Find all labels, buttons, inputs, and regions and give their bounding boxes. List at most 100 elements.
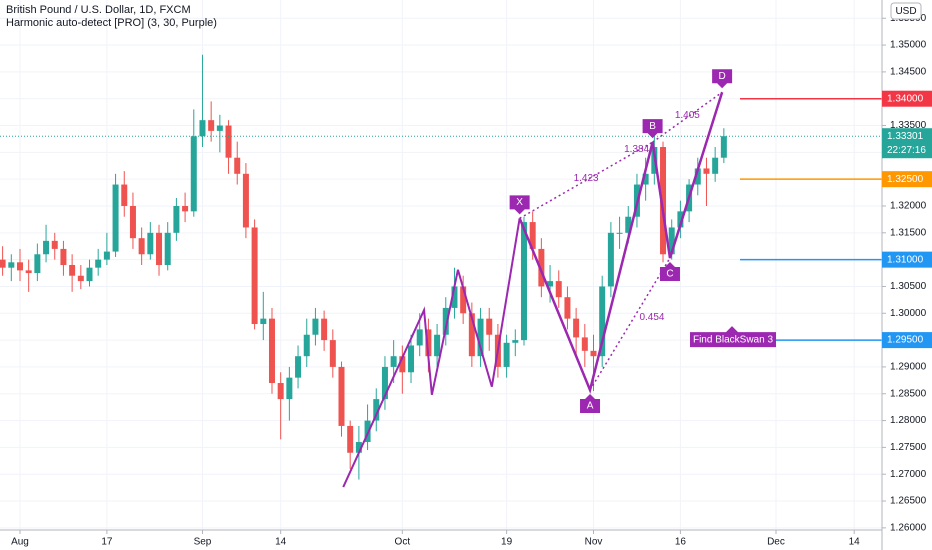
candle-body [242,173,249,228]
annotation-box [690,326,776,348]
pattern-point [712,69,733,89]
candle-body [599,286,606,357]
candle-body [147,232,154,255]
candle-body [381,366,388,400]
candle-body [112,184,119,252]
candle-body [564,297,571,319]
candle-body [720,136,727,158]
y-tick-label: 1.27500 [890,442,927,453]
candle-body [642,173,649,185]
y-tick-label: 1.27000 [890,469,927,480]
indicator-title: Harmonic auto-detect [PRO] (3, 30, Purpl… [6,17,217,29]
candle-body [86,267,93,282]
x-tick-label: 14 [849,537,861,548]
candle-body [373,399,380,421]
candle-body [555,281,562,298]
candle-body [43,240,50,255]
candle-body [547,281,554,287]
grid [0,0,882,530]
currency-box[interactable] [890,2,922,20]
candle-body [216,125,223,131]
candle-body [347,425,354,453]
candle-body [234,157,241,174]
candle-body [251,227,258,325]
candle-body [590,350,597,357]
candle-body [399,356,406,373]
ratio-label: 1.405 [675,110,700,121]
candle-body [468,313,475,357]
y-tick-label: 1.29000 [890,362,927,373]
candle-body [416,329,423,346]
last-price-label: 1.33301 [887,131,924,142]
ratio-label: 0.454 [639,312,664,323]
level-label-box [882,251,932,268]
candle-body [660,146,667,255]
candle-body [355,442,362,453]
candle-body [390,356,397,367]
candle-body [529,222,536,249]
candle-body [451,286,458,308]
plot: 1.423 1.384 1.405 0.454 X A B C D Find BlackSwan … [0,54,882,488]
annotation: Find BlackSwan 3 [693,335,773,346]
candle-body [668,227,675,255]
y-tick-label: 1.26000 [890,522,927,533]
candle-body [286,377,293,400]
candle-body [538,248,545,287]
candle-body [225,125,232,158]
candle-body [69,265,76,276]
y-tick-label: 1.32000 [890,201,927,212]
y-tick-label: 1.28000 [890,415,927,426]
candle-body [321,318,328,341]
candle-body [138,238,145,255]
x-tick-label: 14 [275,537,287,548]
x-tick-label: Nov [585,537,603,548]
candle-body [156,232,163,265]
candle-body [51,240,58,249]
candle-body [173,205,180,233]
last-price-box [882,128,932,159]
x-tick-label: Oct [395,537,411,548]
pattern-point-label: A [587,401,594,412]
candle-body [581,337,588,351]
y-tick-label: 1.26500 [890,496,927,507]
level-label: 1.32500 [887,174,924,185]
candle-body [338,366,345,426]
pattern-point-label: B [649,121,656,132]
candle-body [712,157,719,174]
candle-body [573,318,580,338]
y-tick-label: 1.30000 [890,308,927,319]
y-tick-label: 1.33500 [890,120,927,131]
candle-body [460,286,467,314]
candle-body [25,270,32,274]
candle-body [694,168,701,185]
candle-body [364,420,371,443]
candle-body [103,251,110,260]
candle-body [520,222,527,341]
y-tick-label: 1.35000 [890,40,927,51]
candle-body [190,136,197,212]
candle-body [434,334,441,357]
candle-body [182,205,189,212]
candle-body [486,318,493,335]
candle-body [703,168,710,174]
countdown: 22:27:16 [887,145,926,156]
candle-body [199,120,206,137]
y-tick-label: 1.28500 [890,388,927,399]
pattern-point [509,195,530,215]
x-tick-label: 16 [675,537,687,548]
candle-body [625,216,632,233]
y-tick-label: 1.31500 [890,227,927,238]
candle-body [408,345,415,373]
x-tick-label: 19 [501,537,513,548]
x-tick-label: Dec [767,537,785,548]
level-label: 1.34000 [887,93,924,104]
pattern-point-label: C [666,269,673,280]
candle-body [512,340,519,343]
candle-body [77,275,84,282]
candle-body [268,318,275,384]
pattern-point [642,119,663,139]
level-label-box [882,332,932,349]
candle-body [16,262,23,271]
level-label: 1.29500 [887,335,924,346]
